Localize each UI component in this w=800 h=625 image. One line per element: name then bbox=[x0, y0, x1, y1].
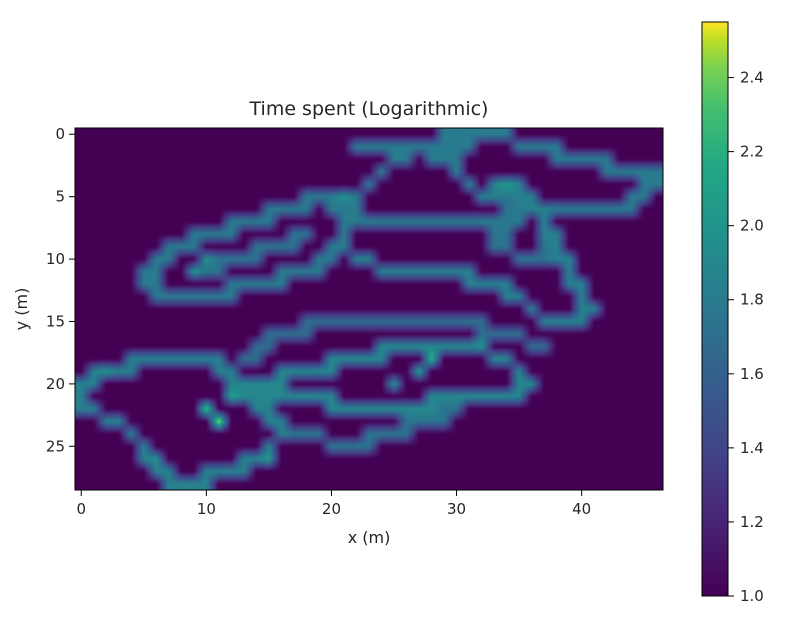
heatmap-image bbox=[75, 128, 663, 490]
colorbar-tick-label: 1.4 bbox=[740, 439, 764, 457]
x-tick-label: 0 bbox=[76, 500, 86, 518]
y-tick-label: 10 bbox=[46, 250, 65, 268]
chart-title: Time spent (Logarithmic) bbox=[249, 98, 489, 120]
y-tick-label: 5 bbox=[55, 188, 65, 206]
y-tick-label: 15 bbox=[46, 312, 65, 330]
colorbar-tick-label: 1.8 bbox=[740, 291, 764, 309]
x-tick-label: 40 bbox=[572, 500, 591, 518]
colorbar: 1.0 1.2 1.4 1.6 1.8 2.0 2.2 2.4 bbox=[701, 21, 764, 605]
y-axis-label: y (m) bbox=[12, 288, 31, 331]
colorbar-tick-label: 1.2 bbox=[740, 513, 764, 531]
colorbar-tick-label: 2.4 bbox=[740, 69, 764, 87]
colorbar-tick-label: 2.2 bbox=[740, 143, 764, 161]
y-tick-label: 25 bbox=[46, 437, 65, 455]
colorbar-tick-label: 1.6 bbox=[740, 365, 764, 383]
x-axis-label: x (m) bbox=[348, 528, 391, 547]
x-tick-label: 20 bbox=[322, 500, 341, 518]
colorbar-ticks: 1.0 1.2 1.4 1.6 1.8 2.0 2.2 2.4 bbox=[728, 69, 764, 605]
y-tick-label: 0 bbox=[55, 125, 65, 143]
plot-area bbox=[74, 127, 664, 491]
plot-frame bbox=[74, 127, 664, 491]
x-axis: 0 10 20 30 40 bbox=[76, 490, 591, 518]
y-tick-label: 20 bbox=[46, 375, 65, 393]
colorbar-tick-label: 1.0 bbox=[740, 587, 764, 605]
colorbar-frame bbox=[701, 21, 729, 597]
colorbar-gradient bbox=[702, 22, 728, 596]
y-axis: 0 5 10 15 20 25 bbox=[46, 125, 75, 455]
x-tick-label: 30 bbox=[447, 500, 466, 518]
colorbar-tick-label: 2.0 bbox=[740, 217, 764, 235]
x-tick-label: 10 bbox=[197, 500, 216, 518]
